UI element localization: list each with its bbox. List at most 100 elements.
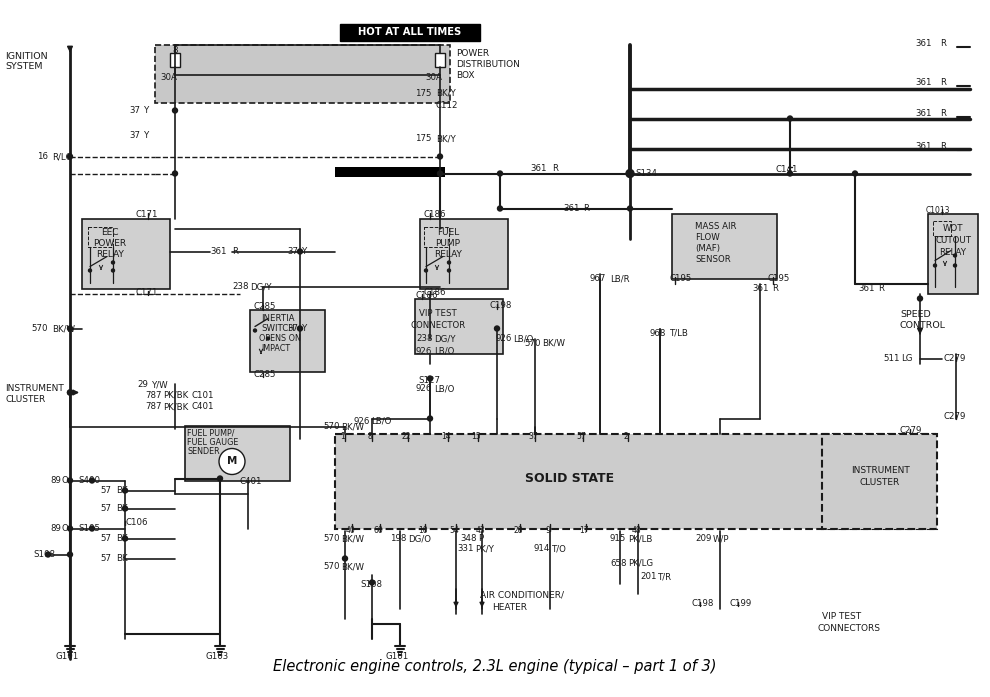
Text: C279: C279 [900,426,923,435]
Text: M: M [227,457,238,466]
Text: 331: 331 [457,544,473,553]
Text: BK/Y: BK/Y [436,134,455,143]
Circle shape [67,154,72,159]
Text: S134: S134 [635,169,657,178]
Text: Y: Y [144,106,149,115]
Circle shape [266,337,269,340]
Text: G101: G101 [385,652,408,661]
Text: 37: 37 [287,324,298,333]
Text: 926: 926 [416,384,433,393]
Text: R: R [940,78,946,87]
Circle shape [112,269,115,272]
Text: C186: C186 [415,291,438,300]
Text: C186: C186 [423,288,446,297]
Text: O: O [62,476,68,485]
Text: SWITCH: SWITCH [261,324,295,333]
Text: Y: Y [302,324,307,333]
Text: 30A: 30A [425,73,442,82]
Text: 361: 361 [210,247,227,256]
Circle shape [88,269,91,272]
Circle shape [438,171,443,176]
Bar [340,24,480,40]
Text: 361: 361 [915,78,932,87]
Circle shape [918,296,923,301]
Text: POWER: POWER [456,49,489,58]
Text: WOT: WOT [942,224,963,233]
Text: R: R [940,142,946,151]
Text: C285: C285 [253,302,275,311]
Bar [933,220,951,236]
Text: 361: 361 [563,204,579,213]
Text: INERTIA: INERTIA [261,314,294,323]
Bar [250,309,325,372]
Text: 361: 361 [752,284,768,293]
Text: 40: 40 [346,526,354,535]
Text: 175: 175 [416,89,432,98]
Text: T/R: T/R [658,572,672,581]
Circle shape [67,390,72,395]
Text: INSTRUMENT: INSTRUMENT [850,466,910,475]
Text: C112: C112 [436,101,458,110]
Text: C198: C198 [692,599,715,608]
Text: 37: 37 [129,106,140,115]
Text: 9: 9 [545,526,550,535]
Circle shape [626,169,634,178]
Text: CONTROL: CONTROL [900,321,946,330]
Text: DISTRIBUTION: DISTRIBUTION [456,60,520,69]
Circle shape [218,476,223,481]
Text: DG/Y: DG/Y [434,334,455,343]
Text: S105: S105 [78,524,100,533]
Text: 37: 37 [528,432,538,441]
Text: SENDER: SENDER [187,447,220,456]
Text: 57: 57 [100,534,111,543]
Text: PUMP: PUMP [436,239,460,248]
Text: 175: 175 [416,134,432,143]
Circle shape [89,526,94,531]
Text: T/LB: T/LB [670,329,689,338]
Text: R: R [940,109,946,118]
Circle shape [298,326,303,331]
Text: 238: 238 [232,282,248,291]
Text: 968: 968 [650,329,666,338]
Text: CUTOUT: CUTOUT [935,236,971,245]
Circle shape [343,556,347,561]
Text: C101: C101 [192,391,215,400]
Text: 2: 2 [624,432,629,441]
Text: W/P: W/P [713,534,730,543]
Text: 89: 89 [50,524,60,533]
Text: 89: 89 [50,476,60,485]
Text: BK/W: BK/W [341,534,364,543]
Circle shape [438,154,443,159]
Bar [335,167,445,176]
Text: 60: 60 [373,526,383,535]
Text: 54: 54 [449,526,459,535]
Text: C195: C195 [670,274,692,283]
Bar [82,218,170,289]
Circle shape [67,326,72,331]
Text: LB/O: LB/O [434,347,454,356]
Text: 787: 787 [145,402,161,411]
Circle shape [428,416,433,421]
Circle shape [494,326,500,331]
Text: R: R [940,39,946,48]
Text: 570: 570 [323,562,340,571]
Bar [435,52,445,66]
Text: R: R [772,284,778,293]
Bar [672,213,777,279]
Text: MASS AIR: MASS AIR [695,222,737,231]
Text: 511: 511 [883,354,900,363]
Text: PK/LG: PK/LG [628,559,653,568]
Text: C401: C401 [240,477,262,486]
Text: C186: C186 [423,210,446,219]
Text: 787: 787 [145,391,161,400]
Text: 914: 914 [534,544,550,553]
Text: BK/Y: BK/Y [436,89,455,98]
Text: R: R [583,204,589,213]
Circle shape [172,171,177,176]
Text: PK/LB: PK/LB [628,534,652,543]
Text: LB/O: LB/O [371,417,391,426]
Text: BK: BK [116,486,128,495]
Text: PK/Y: PK/Y [475,544,494,553]
Circle shape [953,254,956,257]
Text: 57: 57 [100,504,111,513]
